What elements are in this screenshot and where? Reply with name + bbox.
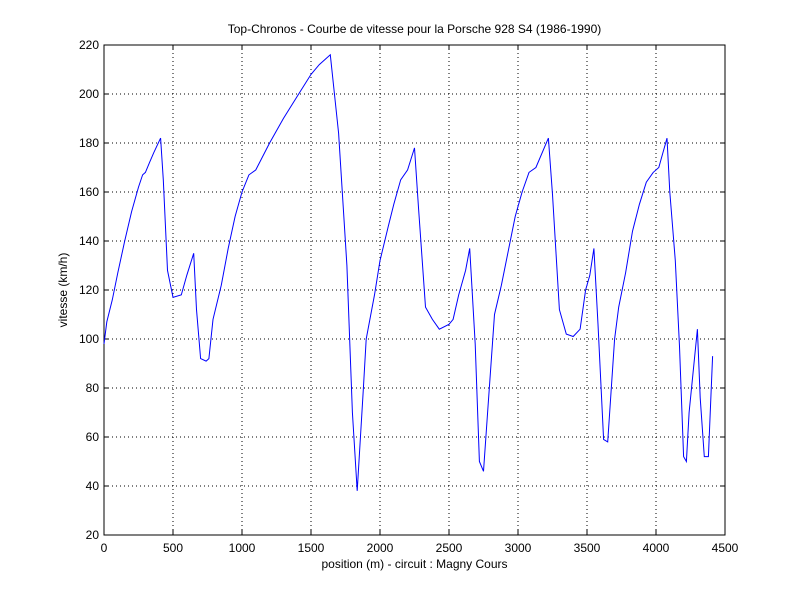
grid [104, 45, 725, 535]
y-tick-label: 180 [79, 136, 99, 150]
y-tick-label: 40 [86, 479, 100, 493]
speed-series-line [103, 53, 714, 491]
x-tick-label: 1500 [298, 541, 325, 555]
x-tick-label: 4500 [712, 541, 739, 555]
axis-ticks [103, 44, 726, 536]
y-tick-label: 120 [79, 283, 99, 297]
y-tick-label: 140 [79, 234, 99, 248]
y-tick-labels: 20 40 60 80 100 120 140 160 180 200 220 [79, 38, 99, 542]
y-tick-label: 80 [86, 381, 100, 395]
y-tick-label: 200 [79, 87, 99, 101]
x-tick-label: 2000 [367, 541, 394, 555]
x-tick-label: 2500 [436, 541, 463, 555]
y-tick-label: 220 [79, 38, 99, 52]
y-axis-label: vitesse (km/h) [56, 253, 70, 328]
y-tick-label: 160 [79, 185, 99, 199]
x-tick-labels: 0 500 1000 1500 2000 2500 3000 3500 4000 4500 [101, 541, 739, 555]
x-tick-label: 1000 [229, 541, 256, 555]
chart-title: Top-Chronos - Courbe de vitesse pour la … [228, 22, 602, 36]
x-tick-label: 0 [101, 541, 108, 555]
x-tick-label: 4000 [643, 541, 670, 555]
x-axis-label: position (m) - circuit : Magny Cours [321, 557, 507, 571]
y-tick-label: 60 [86, 430, 100, 444]
y-tick-label: 20 [86, 528, 100, 542]
x-tick-label: 500 [163, 541, 183, 555]
y-tick-label: 100 [79, 332, 99, 346]
x-tick-label: 3500 [574, 541, 601, 555]
x-tick-label: 3000 [505, 541, 532, 555]
